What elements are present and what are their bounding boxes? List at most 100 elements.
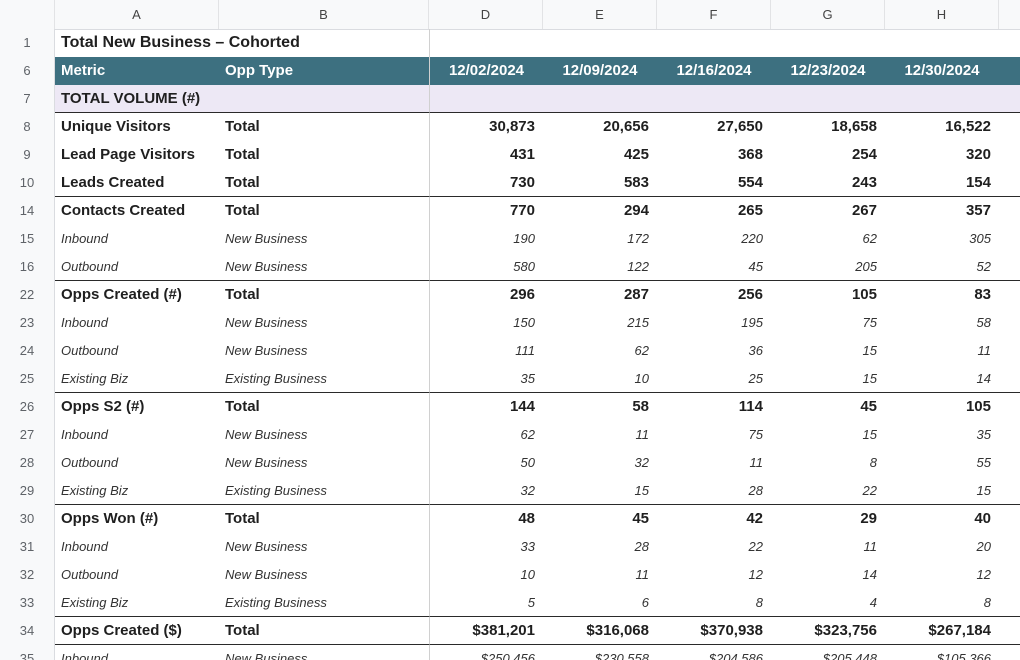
cell[interactable] [999, 337, 1020, 365]
column-header-g[interactable]: G [771, 0, 885, 29]
row-number[interactable]: 27 [0, 421, 55, 449]
row-number[interactable]: 32 [0, 561, 55, 589]
cell[interactable] [999, 393, 1020, 421]
value-cell[interactable]: $105,366 [936, 651, 991, 660]
value-cell[interactable]: 254 [851, 146, 877, 163]
cell[interactable] [999, 449, 1020, 477]
row-number[interactable]: 28 [0, 449, 55, 477]
date-header[interactable]: 12/16/2024 [657, 57, 771, 85]
opp-type-cell[interactable]: Total [225, 118, 260, 135]
value-cell[interactable]: 20,656 [603, 118, 649, 135]
value-cell[interactable]: 28 [657, 477, 771, 505]
row-number[interactable]: 16 [0, 253, 55, 281]
value-cell[interactable]: 35 [976, 427, 991, 442]
value-cell[interactable]: $381,201 [429, 617, 543, 645]
value-cell[interactable]: 770 [429, 197, 543, 225]
opp-type-cell[interactable]: New Business [225, 427, 308, 442]
row-number[interactable]: 8 [0, 113, 55, 141]
value-cell[interactable]: 580 [429, 253, 543, 281]
row-number[interactable]: 30 [0, 505, 55, 533]
cell[interactable] [999, 169, 1020, 197]
value-cell[interactable]: 425 [623, 146, 649, 163]
value-cell[interactable]: 32 [429, 477, 543, 505]
row-number[interactable]: 9 [0, 141, 55, 169]
row-number[interactable]: 10 [0, 169, 55, 197]
cell[interactable] [999, 309, 1020, 337]
value-cell[interactable]: 58 [976, 315, 991, 330]
value-cell[interactable]: 33 [429, 533, 543, 561]
value-cell[interactable]: 55 [976, 455, 991, 470]
column-header-b[interactable]: B [219, 0, 429, 29]
row-number[interactable]: 23 [0, 309, 55, 337]
cell[interactable] [999, 589, 1020, 617]
metric-cell[interactable]: Inbound [61, 315, 108, 330]
value-cell[interactable]: $230,558 [594, 651, 649, 660]
row-number[interactable]: 22 [0, 281, 55, 309]
row-number[interactable]: 29 [0, 477, 55, 505]
value-cell[interactable]: 267 [851, 202, 877, 219]
value-cell[interactable]: 40 [974, 510, 991, 527]
column-header-d[interactable]: D [429, 0, 543, 29]
cell[interactable] [999, 365, 1020, 393]
value-cell[interactable]: 294 [623, 202, 649, 219]
value-cell[interactable]: 243 [771, 169, 885, 197]
row-number[interactable]: 1 [0, 29, 55, 57]
metric-cell[interactable]: Inbound [61, 427, 108, 442]
value-cell[interactable]: 256 [737, 286, 763, 303]
value-cell[interactable]: 15 [885, 477, 999, 505]
value-cell[interactable]: $267,184 [885, 617, 999, 645]
value-cell[interactable]: 287 [623, 286, 649, 303]
opp-type-cell[interactable]: Existing Business [219, 365, 429, 393]
value-cell[interactable]: 22 [771, 477, 885, 505]
value-cell[interactable]: 75 [748, 427, 763, 442]
value-cell[interactable]: 357 [965, 202, 991, 219]
opp-type-cell[interactable]: Total [225, 510, 260, 527]
opp-type-cell[interactable]: Existing Business [219, 477, 429, 505]
row-number[interactable]: 24 [0, 337, 55, 365]
value-cell[interactable]: 15 [862, 343, 877, 358]
opp-type-cell[interactable]: Total [225, 202, 260, 219]
metric-cell[interactable]: Outbound [55, 253, 219, 281]
metric-cell[interactable]: Outbound [61, 343, 119, 358]
cell[interactable] [999, 85, 1020, 113]
opp-type-cell[interactable]: New Business [225, 231, 308, 246]
value-cell[interactable]: 58 [632, 398, 649, 415]
value-cell[interactable]: 15 [543, 477, 657, 505]
value-cell[interactable]: 52 [885, 253, 999, 281]
value-cell[interactable]: 215 [627, 315, 649, 330]
value-cell[interactable]: 730 [429, 169, 543, 197]
opp-type-header[interactable]: Opp Type [219, 57, 429, 85]
metric-cell[interactable]: Opps Won (#) [61, 510, 159, 527]
value-cell[interactable]: $204,586 [708, 651, 763, 660]
value-cell[interactable]: 8 [885, 589, 999, 617]
value-cell[interactable]: 111 [429, 337, 543, 365]
opp-type-cell[interactable]: Existing Business [219, 589, 429, 617]
cell[interactable] [999, 505, 1020, 533]
value-cell[interactable]: 45 [860, 398, 877, 415]
metric-cell[interactable]: Inbound [61, 651, 108, 660]
metric-cell[interactable]: Outbound [61, 455, 119, 470]
metric-cell[interactable]: Existing Biz [55, 477, 219, 505]
value-cell[interactable]: 75 [862, 315, 877, 330]
opp-type-cell[interactable]: Total [225, 146, 260, 163]
row-number[interactable]: 15 [0, 225, 55, 253]
cell[interactable] [219, 29, 429, 57]
value-cell[interactable]: 195 [741, 315, 763, 330]
metric-cell[interactable]: Opps Created ($) [55, 617, 219, 645]
value-cell[interactable]: 8 [869, 455, 877, 470]
value-cell[interactable]: 45 [657, 253, 771, 281]
value-cell[interactable]: 11 [635, 567, 650, 582]
cell[interactable] [999, 477, 1020, 505]
value-cell[interactable]: 29 [860, 510, 877, 527]
row-number[interactable]: 14 [0, 197, 55, 225]
column-header-h[interactable]: H [885, 0, 999, 29]
value-cell[interactable]: 305 [969, 231, 991, 246]
row-number[interactable]: 31 [0, 533, 55, 561]
opp-type-cell[interactable]: New Business [225, 539, 308, 554]
value-cell[interactable]: 62 [862, 231, 877, 246]
section-label[interactable]: TOTAL VOLUME (#) [55, 85, 219, 113]
cell[interactable] [999, 253, 1020, 281]
cell[interactable] [999, 421, 1020, 449]
value-cell[interactable]: 554 [657, 169, 771, 197]
value-cell[interactable]: 35 [429, 365, 543, 393]
